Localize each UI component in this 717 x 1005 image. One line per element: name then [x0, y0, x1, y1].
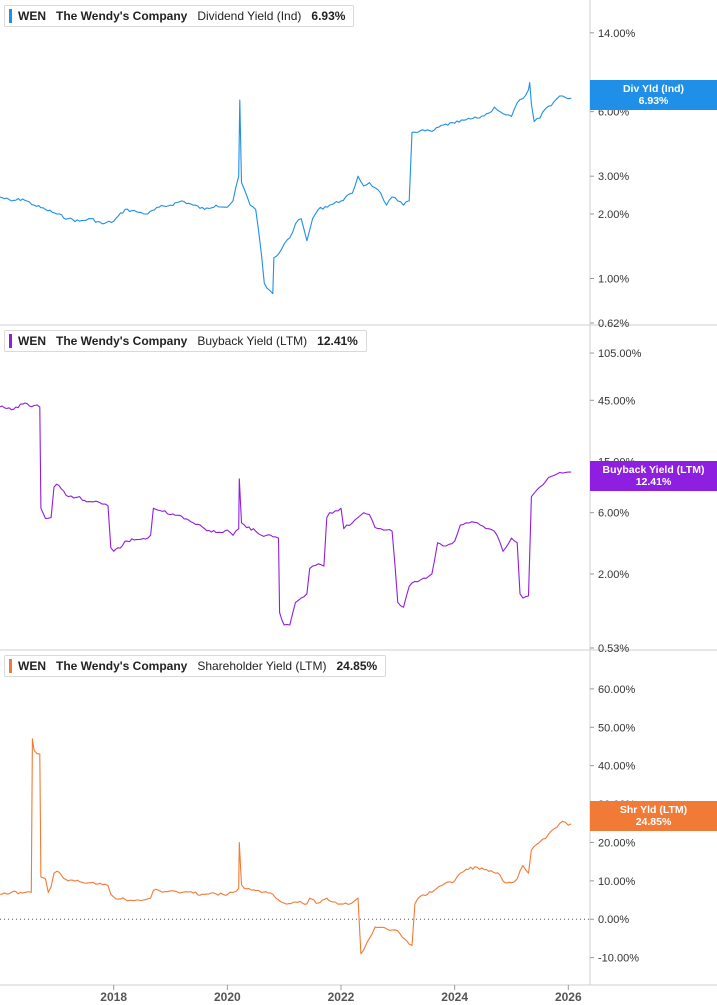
tag-label: Div Yld (Ind) — [622, 83, 685, 95]
company-label: The Wendy's Company — [56, 9, 188, 23]
y-tick-label: 60.00% — [598, 684, 636, 696]
company-label: The Wendy's Company — [56, 334, 188, 348]
value-tag-dividend: Div Yld (Ind) 6.93% — [590, 80, 717, 110]
series-line — [0, 82, 572, 295]
y-tick-label: -10.00% — [598, 953, 639, 965]
ticker-label: WEN — [18, 659, 46, 673]
company-label: The Wendy's Company — [56, 659, 188, 673]
pane-header-dividend: WEN The Wendy's Company Dividend Yield (… — [4, 5, 355, 27]
series-swatch — [9, 659, 12, 673]
y-tick-label: 105.00% — [598, 348, 642, 360]
metric-value: 24.85% — [336, 659, 378, 673]
y-tick-label: 10.00% — [598, 876, 636, 888]
metric-value: 6.93% — [311, 9, 346, 23]
pane-header-buyback: WEN The Wendy's Company Buyback Yield (L… — [4, 330, 367, 352]
metric-label: Shareholder Yield (LTM) — [197, 659, 327, 673]
x-tick-label: 2026 — [555, 990, 582, 1004]
x-tick-label: 2020 — [214, 990, 241, 1004]
y-tick-label: 50.00% — [598, 722, 636, 734]
y-tick-label: 20.00% — [598, 837, 636, 849]
y-tick-label: 6.00% — [598, 508, 629, 520]
x-tick-label: 2024 — [441, 990, 468, 1004]
metric-label: Dividend Yield (Ind) — [197, 9, 302, 23]
series-line — [0, 738, 572, 955]
tag-value: 24.85% — [635, 816, 672, 828]
tag-label: Buyback Yield (LTM) — [602, 464, 705, 476]
y-tick-label: 1.00% — [598, 273, 629, 285]
tag-label: Shr Yld (LTM) — [619, 804, 688, 816]
tag-value: 12.41% — [635, 476, 672, 488]
y-tick-label: 0.53% — [598, 643, 629, 655]
value-tag-buyback: Buyback Yield (LTM) 12.41% — [590, 461, 717, 491]
y-tick-label: 2.00% — [598, 209, 629, 221]
metric-value: 12.41% — [317, 334, 358, 348]
y-tick-label: 0.00% — [598, 914, 629, 926]
x-tick-label: 2022 — [328, 990, 355, 1004]
metric-label: Buyback Yield (LTM) — [197, 334, 308, 348]
y-tick-label: 45.00% — [598, 395, 636, 407]
series-swatch — [9, 334, 12, 348]
y-tick-label: 2.00% — [598, 569, 629, 581]
ticker-label: WEN — [18, 9, 46, 23]
value-tag-shareholder: Shr Yld (LTM) 24.85% — [590, 801, 717, 831]
y-tick-label: 0.62% — [598, 318, 629, 330]
ticker-label: WEN — [18, 334, 46, 348]
series-swatch — [9, 9, 12, 23]
series-line — [0, 402, 572, 626]
y-tick-label: 40.00% — [598, 761, 636, 773]
x-tick-label: 2018 — [100, 990, 127, 1004]
y-tick-label: 14.00% — [598, 28, 636, 40]
y-tick-label: 3.00% — [598, 171, 629, 183]
pane-header-shareholder: WEN The Wendy's Company Shareholder Yiel… — [4, 655, 387, 677]
tag-value: 6.93% — [638, 95, 669, 107]
